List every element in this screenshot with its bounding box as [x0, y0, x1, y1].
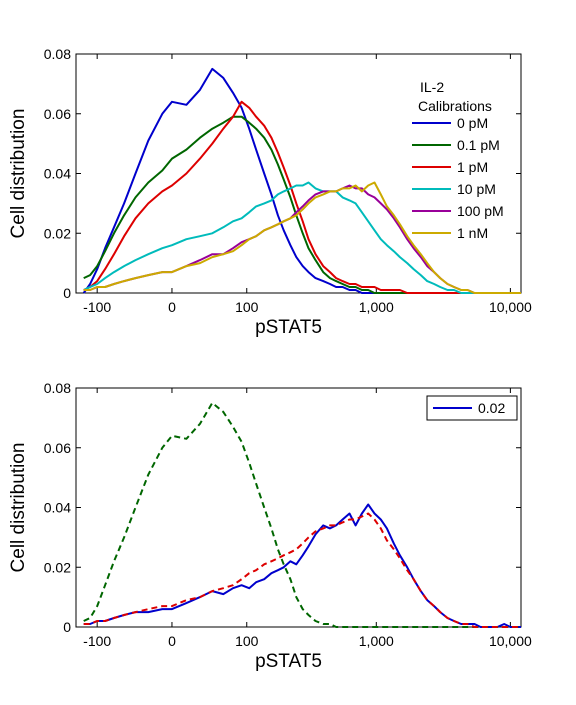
- y-tick-label: 0.02: [44, 559, 71, 575]
- legend-label: 0.02: [478, 400, 505, 416]
- x-tick-label: 1,000: [359, 299, 394, 315]
- legend-title: IL-2: [420, 79, 444, 95]
- legend-label: 0 pM: [457, 115, 488, 131]
- series-line-2: [83, 401, 521, 628]
- y-tick-label: 0: [63, 285, 71, 301]
- y-tick-label: 0.04: [44, 166, 71, 182]
- x-tick-label: 100: [235, 633, 259, 649]
- legend-label: 100 pM: [457, 203, 504, 219]
- legend-label: 1 pM: [457, 159, 488, 175]
- y-tick-label: 0.06: [44, 440, 71, 456]
- x-axis-label: pSTAT5: [255, 317, 322, 338]
- x-tick-label: 10,000: [489, 299, 532, 315]
- x-tick-label: 0: [168, 633, 176, 649]
- series-line-6: [83, 181, 521, 294]
- y-tick-label: 0.06: [44, 106, 71, 122]
- y-axis-label: Cell distribution: [8, 109, 29, 239]
- chart-panel-2: 0 0.02 0.04 0.06 0.08 -100 0 100 1,000 10,000 pSTA…: [8, 380, 532, 672]
- series-line-3: [83, 512, 521, 628]
- y-tick-label: 0.08: [44, 380, 71, 396]
- y-axis-label: Cell distribution: [8, 443, 29, 573]
- x-tick-label: 100: [235, 299, 259, 315]
- legend-label: 1 nM: [457, 225, 488, 241]
- legend-label: 10 pM: [457, 181, 496, 197]
- y-tick-label: 0.04: [44, 500, 71, 516]
- x-tick-label: 10,000: [489, 633, 532, 649]
- x-tick-label: -100: [83, 299, 111, 315]
- y-tick-label: 0.02: [44, 225, 71, 241]
- x-tick-label: 0: [168, 299, 176, 315]
- plot-frame: [75, 387, 522, 628]
- chart-panel-1: 0 0.02 0.04 0.06 0.08 -100 0 100 1,000 10,000 pSTA…: [8, 46, 532, 338]
- legend-title: Calibrations: [418, 98, 492, 114]
- legend-label: 0.1 pM: [457, 137, 500, 153]
- x-axis-label: pSTAT5: [255, 651, 322, 672]
- x-tick-label: -100: [83, 633, 111, 649]
- series-line-3: [83, 100, 521, 294]
- y-tick-label: 0: [63, 619, 71, 635]
- series-line-4: [83, 181, 521, 294]
- y-tick-label: 0.08: [44, 46, 71, 62]
- x-tick-label: 1,000: [359, 633, 394, 649]
